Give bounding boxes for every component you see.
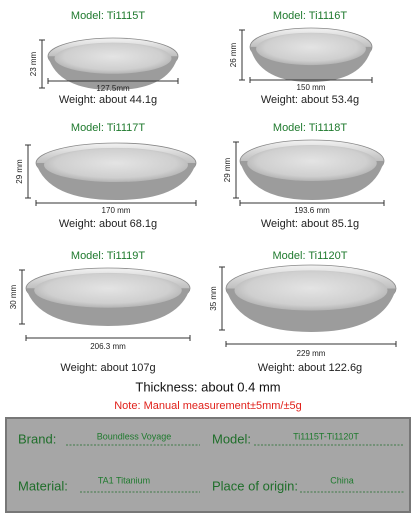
height-label: 29 mm (223, 157, 232, 182)
weight: Weight: about 44.1g (59, 94, 157, 106)
width-label: 127.5mm (96, 84, 130, 93)
width-label: 150 mm (297, 83, 326, 92)
width-label: 229 mm (297, 349, 326, 358)
underlines (66, 444, 404, 493)
info-box (5, 417, 411, 513)
weight: Weight: about 107g (60, 362, 155, 374)
thickness: Thickness: about 0.4 mm (135, 379, 280, 394)
origin-value: China (330, 475, 354, 485)
width-label: 170 mm (102, 206, 131, 215)
plate-inner (34, 272, 182, 308)
model-value: Ti1115T-Ti1120T (293, 431, 359, 441)
material-label: Material: (18, 478, 68, 493)
model-label: Model: (212, 431, 251, 446)
height-label: 35 mm (209, 286, 218, 311)
weight: Weight: about 122.6g (258, 362, 362, 374)
height-label: 30 mm (9, 284, 18, 309)
brand-value: Boundless Voyage (97, 431, 172, 441)
weight: Weight: about 68.1g (59, 218, 157, 230)
material-value: TA1 Titanium (98, 475, 150, 485)
origin-label: Place of origin: (212, 478, 298, 493)
plate-inner (256, 32, 366, 66)
width-label: 193.6 mm (294, 206, 330, 215)
plate-inner (54, 42, 172, 74)
weight: Weight: about 53.4g (261, 94, 359, 106)
model-name: Model: Ti1115T (71, 10, 145, 22)
height-label: 23 mm (29, 51, 38, 76)
model-name: Model: Ti1118T (273, 122, 347, 134)
height-label: 29 mm (15, 159, 24, 184)
plate-inner (247, 145, 377, 181)
plate-inner (44, 147, 188, 183)
model-name: Model: Ti1119T (71, 250, 145, 262)
model-name: Model: Ti1116T (273, 10, 347, 22)
weight: Weight: about 85.1g (261, 218, 359, 230)
height-label: 26 mm (229, 42, 238, 67)
plate-inner (234, 270, 388, 311)
width-label: 206.3 mm (90, 342, 126, 351)
model-name: Model: Ti1120T (272, 250, 347, 262)
model-name: Model: Ti1117T (71, 122, 145, 134)
brand-label: Brand: (18, 431, 56, 446)
note: Note: Manual measurement±5mm/±5g (114, 400, 302, 412)
